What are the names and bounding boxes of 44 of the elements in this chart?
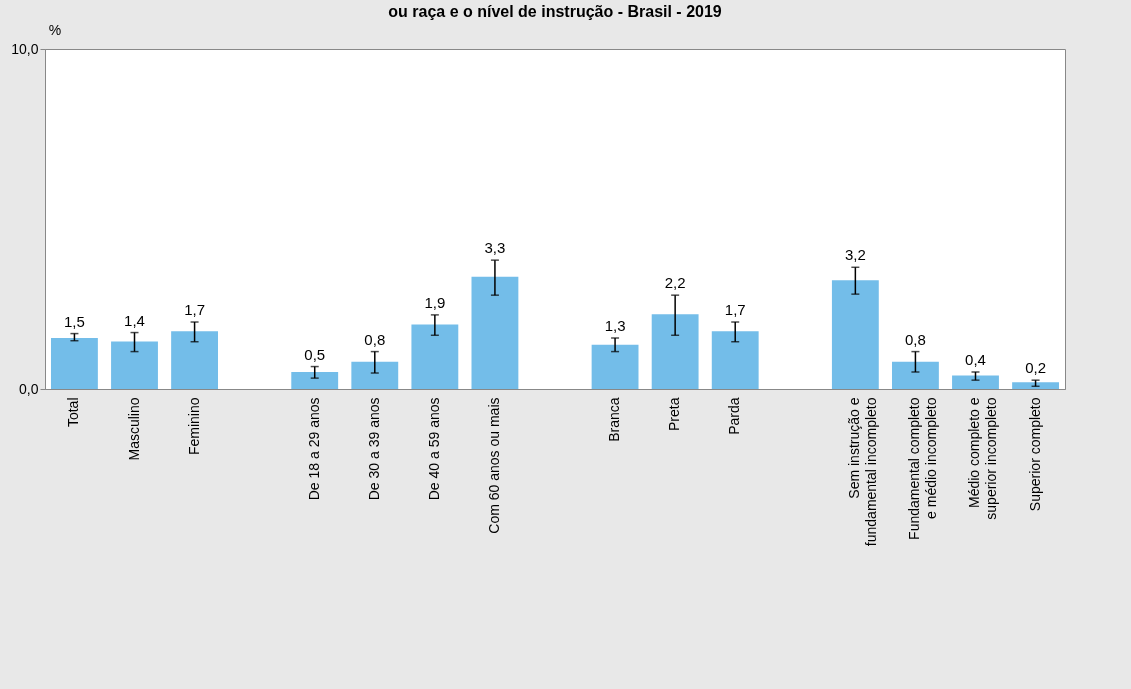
bar	[892, 361, 939, 389]
x-tick-label: Sem instrução e fundamental incompleto	[846, 397, 880, 547]
data-label: 1,4	[124, 311, 145, 329]
x-tick-label: De 30 a 39 anos	[365, 397, 382, 501]
data-label: 1,7	[184, 301, 206, 319]
bar	[591, 344, 639, 389]
data-label: 0,5	[304, 345, 326, 363]
x-tick-label: Parda	[726, 397, 743, 435]
x-tick-label: Com 60 anos ou mais	[485, 397, 502, 534]
bar	[1012, 382, 1059, 389]
bar	[651, 314, 699, 389]
x-tick-label: Masculino	[125, 397, 142, 461]
data-label: 0,4	[965, 351, 986, 368]
bar	[351, 361, 399, 389]
bar	[171, 331, 218, 389]
bar	[711, 331, 759, 389]
y-tick-label: 0,0	[19, 380, 39, 397]
data-label: 1,3	[604, 317, 626, 334]
data-label: 0,8	[364, 330, 386, 348]
x-tick-label: Feminino	[185, 397, 202, 456]
data-label: 2,2	[664, 274, 686, 292]
bar	[471, 276, 519, 389]
x-tick-label: De 18 a 29 anos	[305, 397, 322, 501]
bar	[291, 372, 339, 389]
data-label: 1,7	[724, 301, 746, 319]
x-tick-label: De 40 a 59 anos	[425, 397, 442, 501]
bar	[111, 341, 158, 389]
x-tick-label: Total	[65, 397, 82, 428]
x-tick-label: Preta	[666, 397, 683, 431]
x-tick-label: Superior completo	[1026, 397, 1043, 512]
bar	[952, 375, 999, 389]
y-axis-title: %	[48, 22, 62, 38]
data-label: 0,8	[904, 330, 926, 348]
bar	[411, 324, 459, 389]
data-label: 3,3	[484, 239, 506, 257]
bar	[51, 338, 98, 389]
y-tick-label: 10,0	[11, 40, 39, 57]
data-label: 3,2	[844, 246, 866, 264]
data-label: 0,2	[1025, 359, 1046, 377]
x-tick-label: Branca	[606, 397, 623, 442]
chart-title: ou raça e o nível de instrução - Brasil - 2019	[388, 3, 722, 20]
data-label: 1,5	[64, 312, 85, 330]
bar	[831, 280, 879, 389]
data-label: 1,9	[424, 293, 446, 311]
